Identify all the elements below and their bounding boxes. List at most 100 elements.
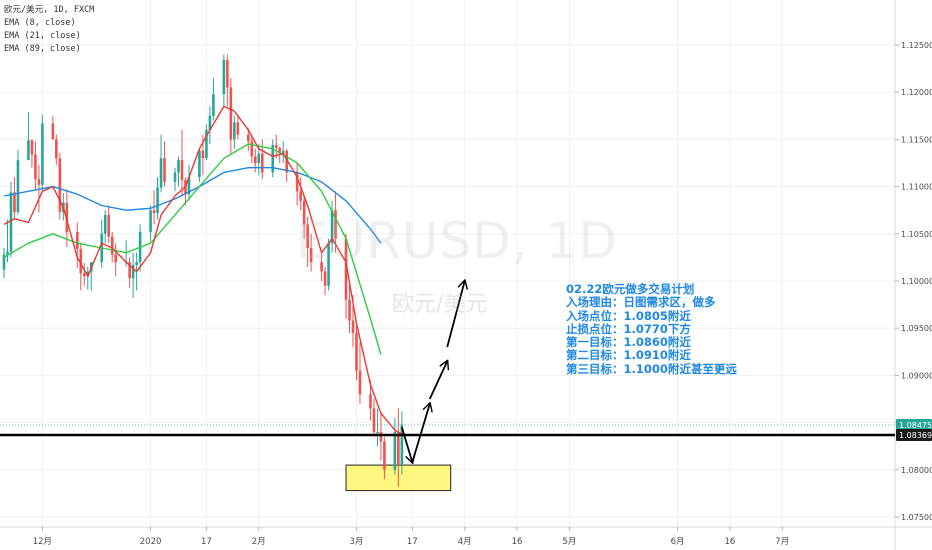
projection-arrow[interactable]: [400, 427, 412, 462]
x-tick-label: 2020: [140, 537, 162, 547]
projection-arrow[interactable]: [446, 281, 464, 348]
candle-body[interactable]: [37, 179, 41, 185]
symbol-label[interactable]: 欧元/美元, 1D, FXCM: [4, 5, 95, 15]
candle-body[interactable]: [86, 271, 90, 277]
ema21-line[interactable]: [3, 143, 382, 355]
candle-body[interactable]: [152, 210, 156, 214]
candle-body[interactable]: [51, 123, 55, 140]
candle-body[interactable]: [55, 139, 58, 159]
candle-body[interactable]: [299, 191, 302, 201]
indicator-ema8[interactable]: EMA (8, close): [4, 18, 76, 28]
candle-body[interactable]: [205, 129, 208, 159]
candle-body[interactable]: [271, 145, 275, 173]
candle-body[interactable]: [257, 153, 261, 163]
candle-body[interactable]: [180, 160, 184, 180]
y-tick-label: 1.09500: [901, 324, 932, 333]
plot-area[interactable]: [0, 0, 895, 527]
candle-body[interactable]: [135, 262, 138, 265]
candle-body[interactable]: [306, 224, 309, 248]
candle-body[interactable]: [107, 214, 110, 237]
candle-body[interactable]: [393, 432, 397, 470]
candle-body[interactable]: [177, 160, 180, 173]
candle-body[interactable]: [229, 87, 233, 140]
candle-body[interactable]: [400, 424, 404, 466]
candle-body[interactable]: [156, 187, 159, 214]
indicator-ema21[interactable]: EMA (21, close): [4, 31, 81, 41]
candle-body[interactable]: [163, 158, 166, 182]
y-tick-label: 1.11500: [901, 135, 932, 144]
candle-body[interactable]: [355, 332, 358, 371]
x-tick-label: 3月: [350, 537, 364, 547]
candle-body[interactable]: [233, 122, 236, 140]
projection-arrow[interactable]: [428, 361, 447, 400]
candle-body[interactable]: [75, 231, 79, 249]
support-price-label-bg[interactable]: [896, 428, 932, 441]
candle-body[interactable]: [278, 147, 282, 154]
candle-body[interactable]: [58, 158, 62, 213]
indicator-ema89[interactable]: EMA (89, close): [4, 44, 81, 54]
candle-body[interactable]: [198, 150, 201, 178]
x-tick-label: 16: [725, 537, 736, 547]
candle-body[interactable]: [208, 115, 212, 130]
candle-body[interactable]: [236, 122, 240, 135]
candle-body[interactable]: [173, 172, 177, 182]
candle-body[interactable]: [250, 141, 254, 157]
candle-body[interactable]: [274, 145, 278, 148]
candle-body[interactable]: [253, 156, 257, 163]
candle-body[interactable]: [212, 94, 215, 116]
candle-body[interactable]: [65, 202, 69, 232]
candle-body[interactable]: [27, 140, 30, 161]
candle-body[interactable]: [82, 273, 86, 277]
candle-body[interactable]: [348, 299, 351, 321]
candle-body[interactable]: [260, 153, 264, 173]
candle-body[interactable]: [309, 247, 313, 263]
candle-body[interactable]: [376, 432, 379, 434]
candle-body[interactable]: [320, 262, 323, 272]
candle-body[interactable]: [351, 320, 355, 333]
candle-body[interactable]: [226, 60, 229, 88]
candle-body[interactable]: [397, 432, 400, 466]
candle-body[interactable]: [358, 370, 362, 395]
candle-body[interactable]: [16, 160, 20, 213]
candle-body[interactable]: [6, 251, 9, 255]
candle-body[interactable]: [131, 264, 135, 279]
trade-plan-target3: 第三目标：1.1000附近甚至更远: [566, 361, 737, 376]
y-tick-label: 1.09000: [901, 371, 932, 380]
candle-body[interactable]: [2, 254, 6, 270]
candle-body[interactable]: [201, 150, 205, 159]
candle-body[interactable]: [323, 271, 327, 286]
candle-body[interactable]: [30, 140, 34, 155]
candle-body[interactable]: [379, 432, 383, 442]
candle-body[interactable]: [149, 210, 152, 232]
candle-body[interactable]: [159, 158, 163, 188]
candle-body[interactable]: [372, 408, 376, 433]
candle-body[interactable]: [41, 123, 44, 185]
candle-body[interactable]: [281, 150, 285, 154]
candle-body[interactable]: [327, 243, 330, 286]
ema8-line[interactable]: [3, 105, 403, 435]
candle-body[interactable]: [103, 214, 107, 234]
candle-body[interactable]: [295, 172, 299, 192]
candle-body[interactable]: [369, 394, 372, 409]
candle-body[interactable]: [128, 262, 131, 279]
trade-plan-title: 02.22欧元做多交易计划: [566, 282, 695, 296]
projection-arrow[interactable]: [411, 404, 429, 463]
candle-body[interactable]: [13, 192, 16, 213]
candle-body[interactable]: [9, 192, 13, 252]
candle-body[interactable]: [334, 210, 337, 239]
last-price-label-bg[interactable]: [896, 418, 932, 431]
candle-body[interactable]: [383, 441, 386, 470]
candle-body[interactable]: [34, 154, 37, 180]
candle-body[interactable]: [285, 150, 288, 173]
candle-body[interactable]: [187, 177, 191, 195]
candle-body[interactable]: [114, 254, 117, 263]
candle-body[interactable]: [110, 236, 114, 255]
candle-body[interactable]: [302, 200, 306, 225]
candle-body[interactable]: [222, 60, 226, 95]
candle-body[interactable]: [79, 248, 83, 274]
candle-body[interactable]: [247, 134, 250, 142]
x-tick-label: 7月: [775, 537, 789, 547]
candle-body[interactable]: [330, 210, 334, 244]
candle-body[interactable]: [344, 238, 348, 300]
